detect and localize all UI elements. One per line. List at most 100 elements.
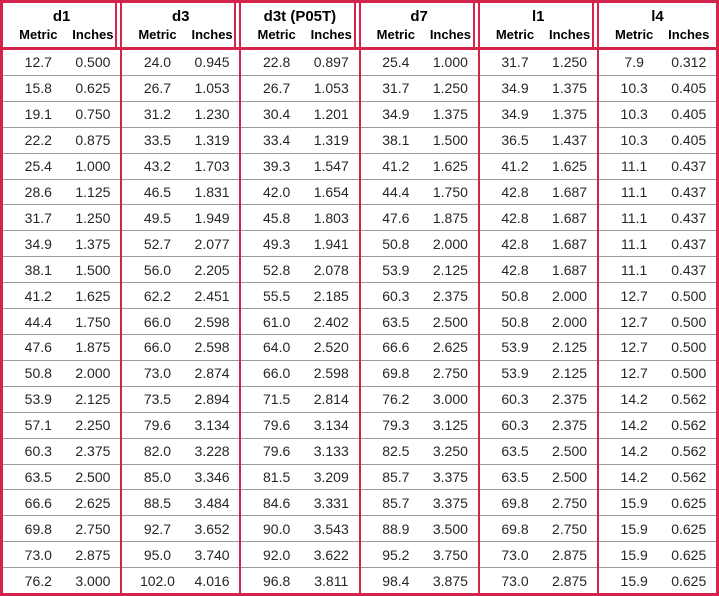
inches-value: 2.000: [75, 365, 111, 382]
table-row: 79.6 3.134: [122, 411, 240, 438]
inches-value: 3.346: [194, 468, 230, 485]
table-row: 14.2 0.562: [598, 385, 717, 412]
metric-value: 69.8: [24, 520, 52, 537]
table-row: 44.4 1.750: [360, 178, 478, 205]
table-row: 62.2 2.451: [122, 282, 240, 308]
table-row: 44.4 1.750: [3, 308, 121, 334]
table-row: 53.9 2.125: [479, 359, 597, 386]
metric-value: 44.4: [24, 313, 52, 330]
inches-value: 2.874: [194, 365, 230, 382]
group-body: 24.0 0.945 26.7 1.053 31.2 1.230 33.5 1.…: [122, 50, 240, 593]
metric-value: 11.1: [621, 183, 648, 200]
inches-value: 2.375: [552, 391, 588, 408]
inches-value: 2.500: [432, 313, 468, 330]
inches-value: 3.134: [313, 417, 349, 434]
table-row: 24.0 0.945: [122, 50, 239, 75]
group-title: d3: [172, 8, 190, 25]
table-row: 92.7 3.652: [122, 515, 240, 541]
metric-value: 73.5: [143, 391, 172, 408]
metric-value: 63.5: [501, 443, 529, 460]
inches-value: 3.250: [432, 443, 468, 460]
inches-value: 0.625: [75, 80, 111, 97]
inches-value: 1.375: [75, 235, 111, 252]
table-row: 49.3 1.941: [241, 230, 359, 256]
metric-column-label: Metric: [19, 27, 58, 42]
table-row: 76.2 3.000: [3, 567, 121, 593]
metric-value: 50.8: [24, 365, 52, 382]
sub-header-row: Metric Inches: [241, 26, 358, 44]
inches-value: 1.625: [552, 158, 588, 175]
table-row: 66.6 2.625: [3, 489, 121, 515]
metric-value: 82.5: [382, 443, 410, 460]
table-row: 42.8 1.687: [479, 256, 597, 282]
inches-value: 2.205: [194, 261, 230, 278]
inches-value: 2.625: [75, 494, 111, 511]
inches-value: 3.750: [432, 546, 468, 563]
inches-value: 3.740: [194, 546, 230, 563]
table-row: 69.8 2.750: [479, 515, 597, 541]
inches-value: 3.500: [432, 520, 468, 537]
metric-value: 61.0: [263, 313, 291, 330]
metric-value: 60.3: [501, 417, 529, 434]
inches-value: 3.375: [432, 494, 468, 511]
table-row: 53.9 2.125: [3, 385, 121, 412]
metric-value: 25.4: [24, 158, 52, 175]
table-row: 26.7 1.053: [122, 74, 240, 101]
table-row: 53.9 2.125: [479, 333, 597, 360]
inches-value: 2.500: [552, 443, 588, 460]
metric-value: 47.6: [24, 339, 52, 356]
inches-value: 2.402: [313, 313, 349, 330]
metric-value: 42.8: [501, 209, 529, 226]
group-header: d3 Metric Inches: [122, 3, 240, 50]
inches-value: 2.000: [552, 313, 588, 330]
table-row: 76.2 3.000: [360, 385, 478, 412]
inches-value: 2.814: [313, 391, 349, 408]
metric-value: 34.9: [501, 80, 529, 97]
metric-value: 12.7: [620, 313, 648, 330]
table-row: 66.0 2.598: [241, 359, 359, 386]
metric-value: 12.7: [620, 287, 648, 304]
inches-value: 0.750: [75, 106, 111, 123]
metric-value: 66.0: [143, 313, 172, 330]
metric-value: 57.1: [24, 417, 52, 434]
table-row: 82.0 3.228: [122, 437, 240, 464]
metric-value: 22.2: [24, 132, 52, 149]
table-row: 79.6 3.134: [241, 411, 359, 438]
metric-value: 28.6: [24, 183, 52, 200]
metric-value: 50.8: [501, 287, 529, 304]
table-row: 15.9 0.625: [598, 515, 717, 541]
inches-value: 1.750: [75, 313, 111, 330]
metric-column-label: Metric: [495, 27, 535, 42]
metric-value: 81.5: [263, 468, 291, 485]
table-row: 11.1 0.437: [598, 178, 717, 205]
inches-value: 0.625: [671, 572, 707, 589]
table-row: 88.5 3.484: [122, 489, 240, 515]
inches-value: 1.053: [313, 80, 349, 97]
table-row: 66.0 2.598: [122, 308, 240, 334]
metric-value: 42.0: [263, 183, 291, 200]
inches-value: 2.750: [432, 365, 468, 382]
table-row: 15.9 0.625: [598, 567, 717, 593]
metric-value: 33.5: [143, 132, 172, 149]
inches-value: 0.562: [671, 417, 707, 434]
inches-value: 2.875: [552, 546, 588, 563]
inches-value: 2.125: [552, 339, 588, 356]
inches-value: 2.375: [75, 443, 111, 460]
metric-value: 102.0: [139, 572, 175, 589]
metric-value: 26.7: [263, 80, 291, 97]
inches-value: 3.000: [75, 572, 111, 589]
metric-value: 52.8: [263, 261, 291, 278]
metric-value: 66.6: [382, 339, 410, 356]
group-body: 31.7 1.250 34.9 1.375 34.9 1.375 36.5 1.…: [479, 50, 597, 593]
table-row: 7.9 0.312: [599, 50, 716, 75]
metric-value: 66.0: [143, 339, 172, 356]
inches-value: 2.000: [552, 287, 588, 304]
inches-value: 1.250: [432, 80, 468, 97]
inches-value: 2.375: [432, 287, 468, 304]
inches-value: 1.000: [432, 54, 468, 71]
table-row: 30.4 1.201: [241, 100, 359, 127]
inches-value: 0.500: [75, 54, 111, 71]
table-row: 46.5 1.831: [122, 178, 240, 205]
metric-value: 14.2: [620, 391, 648, 408]
